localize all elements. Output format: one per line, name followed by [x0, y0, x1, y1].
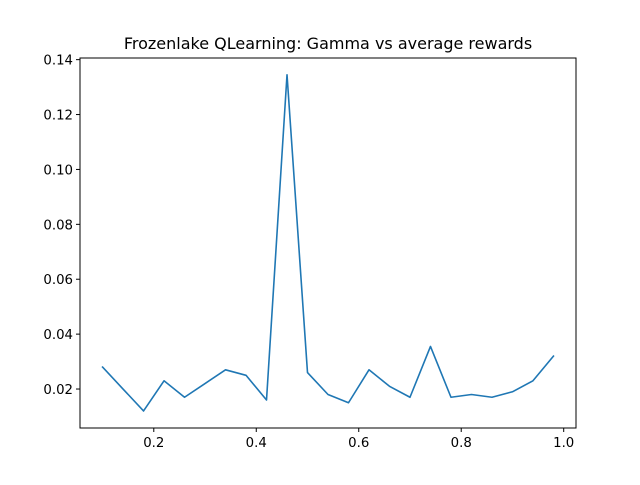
y-tick-label: 0.14: [43, 54, 73, 69]
y-tick-label: 0.10: [43, 163, 73, 178]
x-tick-label: 0.6: [348, 436, 369, 451]
y-tick-label: 0.08: [43, 218, 73, 233]
x-tick-label: 1.0: [553, 436, 574, 451]
y-tick-label: 0.04: [43, 328, 73, 343]
x-tick-label: 0.4: [246, 436, 267, 451]
x-tick-label: 0.8: [451, 436, 472, 451]
y-tick-label: 0.02: [43, 383, 73, 398]
y-tick-label: 0.12: [43, 109, 73, 124]
x-tick-label: 0.2: [143, 436, 164, 451]
chart-title: Frozenlake QLearning: Gamma vs average r…: [124, 34, 532, 53]
y-tick-label: 0.06: [43, 273, 73, 288]
